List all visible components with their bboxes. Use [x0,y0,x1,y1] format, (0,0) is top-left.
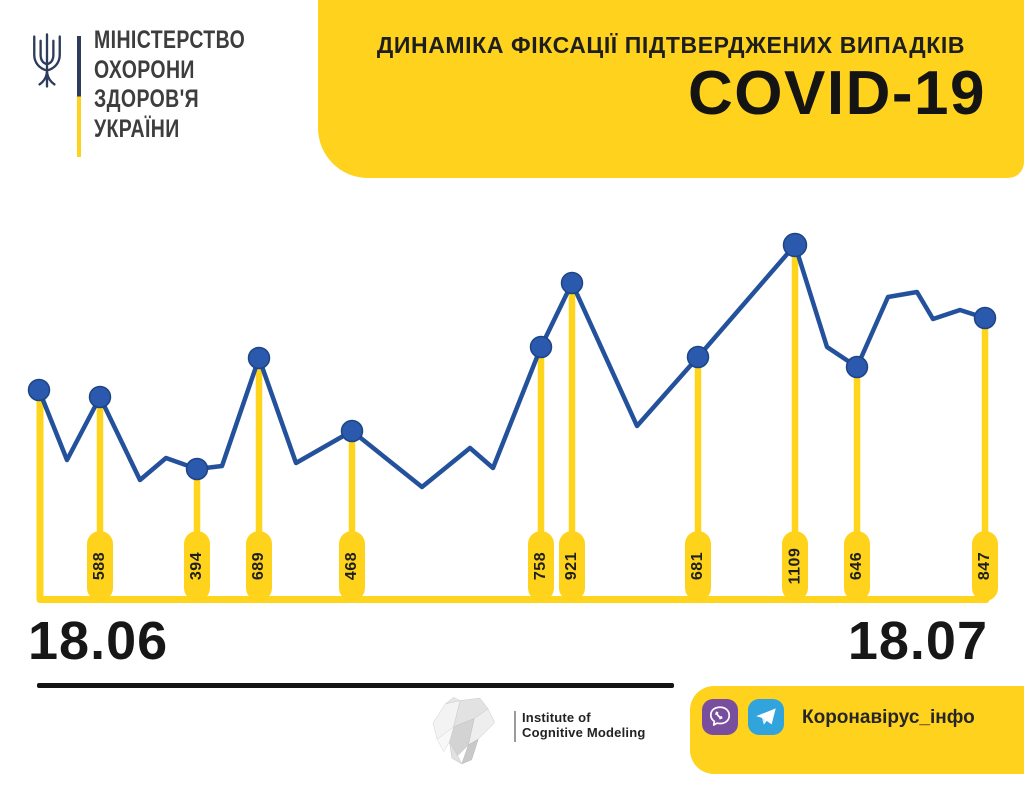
footer-divider [37,683,674,688]
axis-date-start: 18.06 [28,611,169,671]
value-label: 468 [343,551,361,581]
value-label: 394 [188,551,206,581]
value-label: 588 [91,551,109,581]
data-point-dot [340,419,364,443]
axis-line [36,386,990,603]
value-label-pill: 921 [559,531,585,601]
covid-19-title: COVID-19 [688,59,986,128]
value-label: 681 [689,551,707,581]
ministry-line: УКРАЇНИ [94,114,180,143]
value-label: 921 [563,551,581,581]
value-label-pill: 689 [246,531,272,601]
chart-line [36,242,988,490]
data-points [27,232,997,481]
value-label-pill: 394 [184,531,210,601]
axis-date-end: 18.07 [847,611,988,671]
trident-icon [33,33,61,88]
ministry-line: ОХОРОНИ [94,55,195,84]
ministry-line: МІНІСТЕРСТВО [94,26,246,54]
title-banner: ДИНАМІКА ФІКСАЦІЇ ПІДТВЕРДЖЕНИХ ВИПАДКІВ… [318,0,1024,178]
viber-icon[interactable] [702,699,738,735]
value-label-pill: 681 [685,531,711,601]
value-label: 646 [848,551,866,581]
institute-line: Cognitive Modeling [522,725,646,740]
data-point-dot [782,232,808,258]
data-point-dot [973,306,997,330]
institute-divider [514,711,516,742]
telegram-icon[interactable] [748,699,784,735]
value-label-pill: 646 [844,531,870,601]
data-point-dot [185,457,209,481]
value-label-pill: 1109 [782,531,808,601]
data-point-dot [529,335,553,359]
value-label-pill: 468 [339,531,365,601]
chart-title: ДИНАМІКА ФІКСАЦІЇ ПІДТВЕРДЖЕНИХ ВИПАДКІВ [376,32,966,58]
data-point-dot [247,346,271,370]
data-point-dot [845,355,869,379]
data-point-dot [686,345,710,369]
institute-line: Institute of [522,710,591,725]
data-point-dot [88,385,112,409]
crumpled-paper-logo [432,696,495,765]
ministry-name: МІНІСТЕРСТВО ОХОРОНИ ЗДОРОВ'Я УКРАЇНИ [94,26,245,144]
institute-name: Institute of Cognitive Modeling [522,710,645,740]
value-label-pill: 847 [972,531,998,601]
data-point-dot [560,271,584,295]
social-handle[interactable]: Коронавірус_інфо [802,707,975,728]
flag-divider-bar [77,36,81,157]
social-banner: Коронавірус_інфо [690,686,1024,774]
value-label: 847 [976,551,994,581]
value-label: 1109 [786,547,803,585]
value-label-pill: 758 [528,531,554,601]
ministry-line: ЗДОРОВ'Я [94,85,200,113]
value-label: 689 [250,551,268,581]
value-label: 758 [532,551,550,581]
value-label-pill: 588 [87,531,113,601]
data-point-dot [27,378,51,402]
